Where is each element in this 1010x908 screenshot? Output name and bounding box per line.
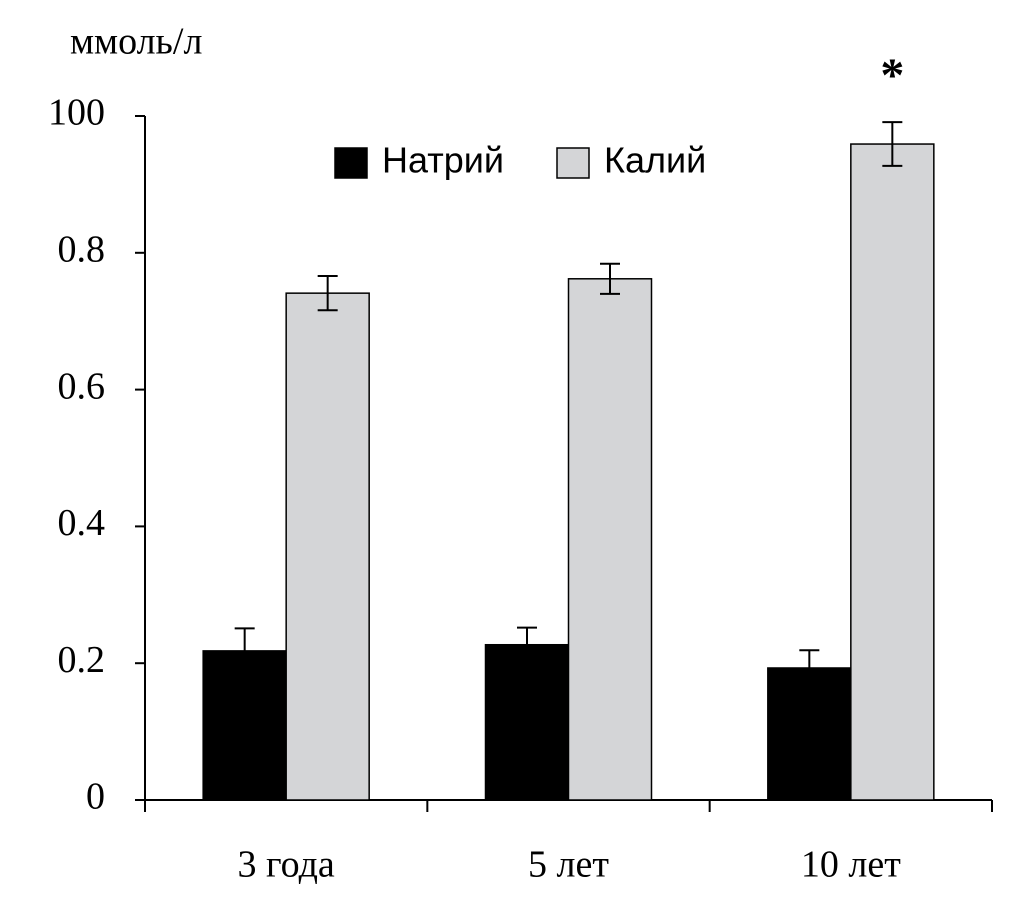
y-tick-label: 0.2 bbox=[58, 639, 106, 681]
legend-label: Калий bbox=[604, 140, 706, 181]
y-tick-label: 0.6 bbox=[58, 365, 106, 407]
legend-label: Натрий bbox=[382, 140, 504, 181]
x-tick-label: 3 года bbox=[238, 844, 335, 886]
annotation: * bbox=[880, 49, 904, 102]
legend-swatch bbox=[334, 147, 368, 179]
bar bbox=[202, 650, 287, 801]
bar bbox=[484, 643, 570, 801]
y-tick-label: 0.8 bbox=[58, 229, 106, 271]
y-tick-label: 0 bbox=[86, 776, 105, 818]
bar bbox=[767, 667, 852, 801]
y-tick-label: 0.4 bbox=[58, 502, 106, 544]
legend-swatch bbox=[556, 147, 590, 179]
y-tick-label: 100 bbox=[48, 92, 105, 134]
bar bbox=[567, 278, 653, 801]
y-axis-label: ммоль/л bbox=[70, 21, 202, 63]
x-tick-label: 5 лет bbox=[528, 844, 609, 886]
bar bbox=[850, 143, 935, 801]
bar bbox=[285, 292, 370, 801]
x-tick-label: 10 лет bbox=[801, 844, 901, 886]
